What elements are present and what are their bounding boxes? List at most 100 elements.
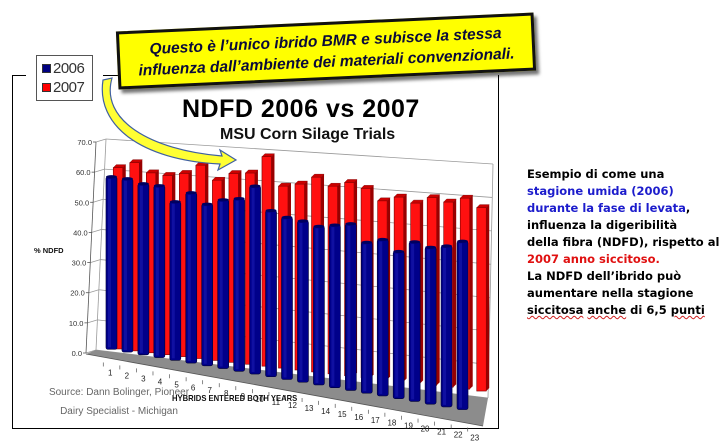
gridline (105, 138, 494, 165)
legend-item-2006: 2006 (42, 59, 92, 78)
bar-2006-shine (299, 223, 303, 381)
y-tick-label: 60.0 (76, 168, 91, 177)
bar-2006-shine (427, 249, 431, 403)
bar-2006-top (457, 239, 469, 243)
annotation-arrow-icon (101, 77, 238, 172)
spellcheck-word: anche (587, 303, 627, 317)
x-tick-label: 21 (437, 428, 446, 437)
text-line: siccitosa anche di 6,5 punti (527, 302, 719, 319)
x-tick-label: 6 (191, 383, 196, 392)
bar-2006 (297, 220, 309, 383)
bar-2006-shine (251, 188, 255, 373)
gridline-side (90, 259, 101, 263)
x-tick-label: 15 (338, 410, 347, 419)
legend-label: 2006 (53, 60, 85, 77)
bar-2006 (392, 251, 405, 399)
bar-2006-shine (219, 201, 223, 367)
bar-2006 (424, 246, 437, 405)
text-fragment: di 6,5 (626, 303, 671, 317)
y-tick-label: 30.0 (72, 259, 87, 268)
bar-2006 (217, 199, 229, 369)
bar-2006 (345, 223, 357, 391)
legend-swatch-icon (42, 83, 51, 92)
bar-2006 (456, 240, 469, 410)
bar-2006 (137, 183, 150, 356)
text-highlight-blue: durante la fase di levata (527, 201, 686, 215)
bar-2006-shine (107, 178, 111, 348)
bar-2006-top (361, 240, 373, 244)
y-tick-label: 40.0 (73, 228, 88, 237)
bar-2006 (249, 185, 261, 375)
bar-2006-shine (283, 219, 287, 378)
y-tick-label: 0.0 (72, 349, 82, 358)
legend-item-2007: 2007 (42, 78, 92, 97)
bar-2006 (185, 192, 198, 364)
x-tick-label: 11 (272, 398, 281, 407)
bar-2006-top (329, 223, 341, 227)
bar-2006-top (233, 196, 245, 201)
bar-2006-top (217, 198, 229, 202)
text-line: aumentare nella stagione (527, 286, 694, 300)
bar-2006-top (137, 182, 149, 186)
bar-2006-top (201, 202, 213, 206)
gridline-side (93, 198, 104, 203)
gridline-side (91, 229, 102, 233)
gridline-side (87, 319, 98, 324)
bar-2007-side (486, 204, 490, 392)
bar-2006-shine (347, 225, 351, 389)
bar-2007-side (436, 194, 440, 386)
text-line-highlight-red: 2007 anno siccitoso. (527, 252, 660, 266)
bar-2006-top (393, 249, 405, 254)
bar-2006-top (281, 215, 293, 219)
bar-2006-top (153, 184, 165, 188)
x-tick-label: 4 (158, 377, 163, 386)
y-tick-label: 20.0 (70, 289, 85, 298)
bar-2006-shine (459, 243, 463, 408)
legend-swatch-icon (42, 64, 51, 73)
bar-2006-shine (187, 194, 191, 362)
bar-2006 (360, 242, 373, 394)
bar-2007-side (453, 199, 457, 388)
spellcheck-word: punti (670, 303, 705, 317)
source-note: Source: Dann Bolinger, Pioneer Dairy Spe… (34, 383, 204, 421)
x-tick-label: 20 (421, 425, 430, 434)
text-line: La NDFD dell’ibrido può (527, 269, 682, 283)
bar-2007-side (420, 200, 424, 384)
bar-2006-shine (155, 187, 159, 356)
x-tick-label: 14 (321, 407, 330, 416)
text-line: della fibra (NDFD), rispetto al (527, 235, 720, 249)
bar-2006-top (169, 200, 181, 204)
bar-2006 (329, 224, 341, 389)
bar-2006 (169, 201, 182, 361)
bar-2006 (201, 203, 214, 367)
bar-2006-shine (395, 253, 399, 397)
text-line: durante la fase di levata, (527, 200, 719, 217)
legend-label: 2007 (53, 79, 85, 96)
y-axis-line (85, 141, 97, 354)
x-tick-label: 12 (288, 401, 297, 410)
chart-legend: 2006 2007 (36, 55, 93, 101)
frame-top-edge (103, 75, 120, 76)
frame-top-edge (12, 75, 26, 76)
bar-2006 (105, 176, 118, 350)
chart-floor (86, 350, 488, 426)
bar-2006-top (345, 222, 357, 226)
bar-2006-top (297, 219, 309, 223)
chart-subtitle: MSU Corn Silage Trials (220, 126, 396, 143)
explanation-text: Esempio di come una stagione umida (2006… (527, 166, 719, 319)
bar-2006-shine (123, 180, 127, 351)
source-line: Dairy Specialist - Michigan (60, 406, 178, 417)
bar-2006 (281, 217, 293, 380)
bar-2006-shine (363, 244, 367, 392)
x-tick-label: 9 (241, 392, 246, 401)
back-wall-edge (95, 138, 107, 351)
bar-2006-top (121, 177, 133, 181)
bar-2006-top (377, 237, 389, 242)
x-tick-label: 16 (354, 413, 363, 422)
gridline-side (94, 168, 105, 173)
bar-2006-top (249, 184, 261, 188)
text-line-highlight-blue: stagione umida (2006) (527, 184, 674, 198)
bar-2006-top (185, 191, 197, 195)
bar-2006-top (409, 240, 421, 244)
x-tick-label: 5 (174, 380, 179, 389)
